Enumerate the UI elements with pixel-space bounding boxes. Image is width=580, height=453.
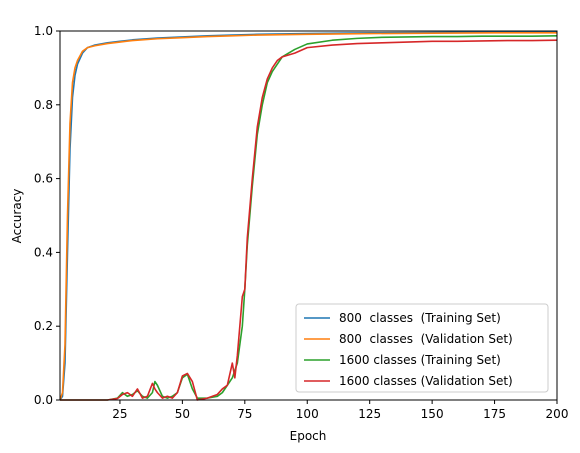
- y-axis-ticks: 0.0 0.2 0.4 0.6 0.8 1.0: [34, 24, 60, 407]
- y-axis-title: Accuracy: [10, 189, 24, 244]
- x-tick-label: 200: [546, 407, 569, 421]
- legend-box: [295, 303, 549, 393]
- x-tick-label: 75: [237, 407, 252, 421]
- x-axis-ticks: 25 50 75 100 125 150 175 200: [112, 400, 568, 421]
- y-tick-label: 0.4: [34, 245, 53, 259]
- y-tick-label: 0.8: [34, 98, 53, 112]
- legend: 800 classes (Training Set) 800 classes (V…: [295, 303, 549, 393]
- y-tick-label: 0.6: [34, 172, 53, 186]
- x-axis-title: Epoch: [290, 429, 327, 443]
- legend-label-4: 1600 classes (Validation Set): [339, 374, 513, 388]
- plot-lines: [59, 30, 558, 401]
- x-tick-label: 125: [358, 407, 381, 421]
- y-tick-label: 1.0: [34, 24, 53, 38]
- x-tick-label: 25: [112, 407, 127, 421]
- legend-label-1: 800 classes (Training Set): [339, 311, 501, 325]
- series-line-3: [60, 35, 558, 401]
- x-tick-label: 150: [421, 407, 444, 421]
- x-tick-label: 50: [175, 407, 190, 421]
- series-line-4: [60, 39, 558, 401]
- legend-label-3: 1600 classes (Training Set): [339, 353, 501, 367]
- y-tick-label: 0.2: [34, 319, 53, 333]
- x-tick-label: 175: [483, 407, 506, 421]
- axes-frame: [59, 30, 558, 401]
- x-tick-label: 100: [296, 407, 319, 421]
- legend-label-2: 800 classes (Validation Set): [339, 332, 513, 346]
- y-tick-label: 0.0: [34, 393, 53, 407]
- series-line-2: [59, 32, 557, 401]
